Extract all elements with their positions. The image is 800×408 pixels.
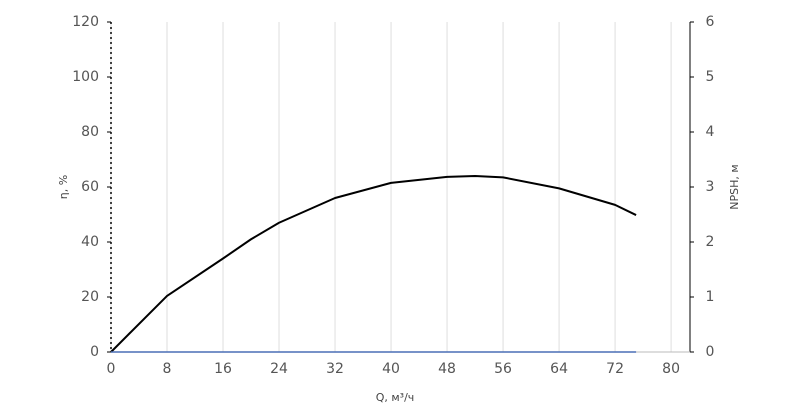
y-tick-label: 80 xyxy=(81,124,99,140)
y-tick-label: 60 xyxy=(81,179,99,195)
x-tick-label: 80 xyxy=(662,361,680,377)
x-tick-label: 32 xyxy=(326,361,344,377)
y2-axis-label: NPSH, м xyxy=(728,164,741,209)
y2-tick-label: 4 xyxy=(706,124,715,140)
x-axis-label: Q, м³/ч xyxy=(376,391,415,404)
y2-tick-label: 3 xyxy=(706,179,715,195)
y2-tick-label: 0 xyxy=(706,344,715,360)
series-line xyxy=(110,175,637,353)
y2-tick-label: 2 xyxy=(706,234,715,250)
y-tick-label: 40 xyxy=(81,234,99,250)
x-tick-label: 16 xyxy=(214,361,232,377)
y2-tick-label: 1 xyxy=(706,289,715,305)
x-tick-label: 48 xyxy=(438,361,456,377)
y-tick-label: 0 xyxy=(90,344,99,360)
y-tick-label: 20 xyxy=(81,289,99,305)
y-axis-label: η, % xyxy=(57,175,70,199)
x-tick-label: 64 xyxy=(550,361,568,377)
x-tick-label: 0 xyxy=(107,361,116,377)
x-tick-label: 24 xyxy=(270,361,288,377)
x-tick-label: 40 xyxy=(382,361,400,377)
y-tick-label: 120 xyxy=(72,14,99,30)
y2-tick-label: 6 xyxy=(706,14,715,30)
y2-tick-label: 5 xyxy=(706,69,715,85)
x-tick-label: 72 xyxy=(606,361,624,377)
x-tick-label: 56 xyxy=(494,361,512,377)
x-tick-label: 8 xyxy=(163,361,172,377)
y-tick-label: 100 xyxy=(72,69,99,85)
